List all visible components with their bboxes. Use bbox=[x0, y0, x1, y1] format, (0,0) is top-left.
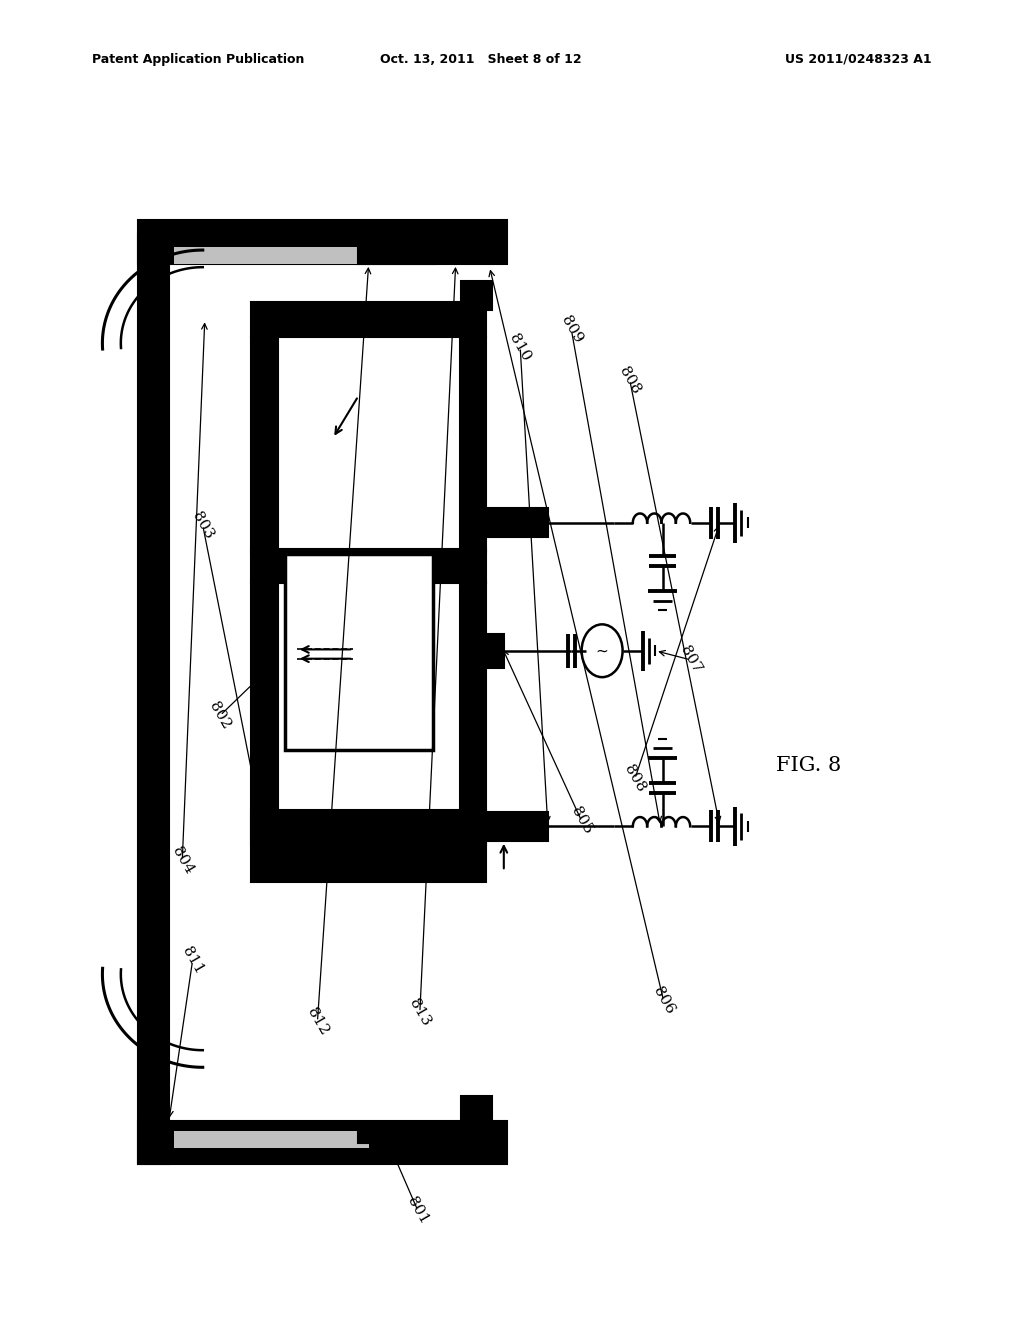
Bar bbox=[251, 810, 486, 845]
Text: 804: 804 bbox=[169, 845, 196, 876]
Text: 808: 808 bbox=[622, 763, 648, 795]
Text: 801: 801 bbox=[404, 1195, 431, 1226]
Text: 808: 808 bbox=[616, 364, 643, 396]
Bar bbox=[174, 247, 369, 264]
Bar bbox=[251, 549, 486, 583]
Bar bbox=[251, 581, 278, 845]
Text: 811: 811 bbox=[179, 945, 206, 977]
Bar bbox=[251, 337, 278, 552]
Bar bbox=[486, 812, 548, 841]
Text: 813: 813 bbox=[407, 997, 433, 1028]
Text: Patent Application Publication: Patent Application Publication bbox=[92, 53, 304, 66]
Text: FIG. 8: FIG. 8 bbox=[776, 756, 842, 775]
Text: 809: 809 bbox=[558, 314, 585, 346]
Text: 812: 812 bbox=[304, 1006, 331, 1038]
Bar bbox=[138, 234, 169, 1164]
Bar bbox=[138, 220, 507, 264]
Text: 803: 803 bbox=[189, 510, 216, 541]
Bar bbox=[251, 847, 486, 882]
Bar bbox=[481, 634, 504, 668]
Bar bbox=[285, 554, 433, 750]
Bar bbox=[138, 1121, 507, 1164]
Text: 810: 810 bbox=[507, 331, 534, 363]
Text: ~: ~ bbox=[596, 643, 608, 659]
Text: US 2011/0248323 A1: US 2011/0248323 A1 bbox=[785, 53, 932, 66]
Bar bbox=[461, 281, 492, 310]
Bar bbox=[251, 302, 486, 337]
Bar bbox=[486, 508, 548, 537]
Bar bbox=[461, 1096, 492, 1125]
Text: 802: 802 bbox=[207, 700, 233, 731]
Bar bbox=[358, 246, 435, 264]
Text: 806: 806 bbox=[650, 985, 677, 1016]
Text: 805: 805 bbox=[568, 805, 595, 837]
Text: Oct. 13, 2011   Sheet 8 of 12: Oct. 13, 2011 Sheet 8 of 12 bbox=[381, 53, 582, 66]
Bar bbox=[460, 337, 486, 552]
Bar bbox=[358, 1125, 435, 1143]
Bar bbox=[460, 581, 486, 845]
Bar bbox=[174, 1131, 369, 1148]
Text: 807: 807 bbox=[678, 644, 705, 676]
